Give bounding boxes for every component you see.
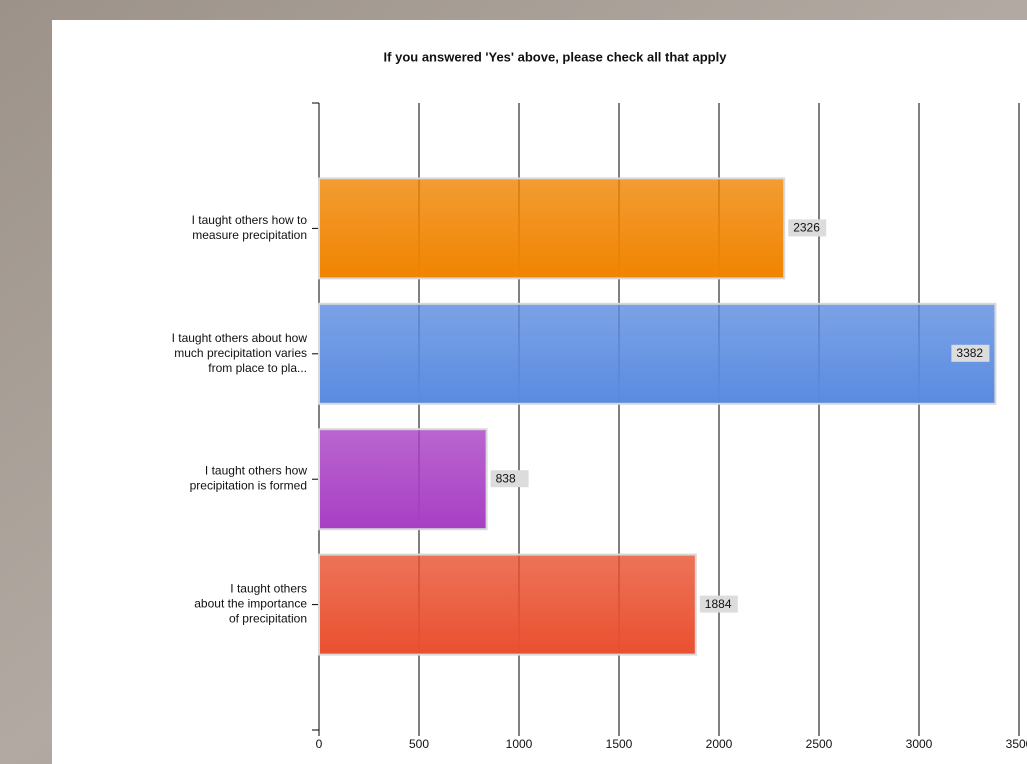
label-line: much precipitation varies (174, 346, 307, 360)
value-label-box (951, 344, 990, 362)
label-line: I taught others how (205, 464, 307, 478)
chart-title: If you answered 'Yes' above, please chec… (384, 49, 728, 64)
label-line: from place to pla... (208, 361, 307, 375)
y-tick-label: I taught others about the importance of pr… (194, 582, 307, 626)
x-tick-label: 0 (316, 737, 323, 751)
x-tick-label: 500 (409, 737, 429, 751)
value-label: 838 (496, 471, 516, 485)
x-tick-label: 1500 (606, 737, 633, 751)
value-label-box (699, 595, 738, 613)
value-label: 1884 (705, 597, 732, 611)
label-line: measure precipitation (192, 228, 307, 242)
x-tick-label: 2500 (806, 737, 833, 751)
bar (318, 177, 786, 280)
x-tick-label: 3000 (906, 737, 933, 751)
label-line: about the importance (194, 597, 307, 611)
y-tick-label: I taught others about how much precipitat… (172, 331, 308, 375)
x-tick-label: 1000 (506, 737, 533, 751)
value-label: 2326 (793, 221, 820, 235)
value-label-box (490, 470, 529, 488)
bar (318, 302, 997, 405)
label-line: I taught others (230, 582, 307, 596)
label-line: precipitation is formed (190, 479, 307, 493)
label-line: I taught others about how (172, 331, 308, 345)
y-tick-label: I taught others how to measure precipitat… (192, 213, 308, 242)
x-tick-label: 3500 (1006, 737, 1027, 751)
x-tick-label: 2000 (706, 737, 733, 751)
label-line: I taught others how to (192, 213, 308, 227)
y-tick-label: I taught others how precipitation is form… (190, 464, 308, 493)
bar (318, 428, 488, 531)
value-label: 3382 (956, 346, 983, 360)
label-line: of precipitation (229, 612, 307, 626)
bar (318, 553, 697, 656)
value-label-box (788, 219, 827, 237)
